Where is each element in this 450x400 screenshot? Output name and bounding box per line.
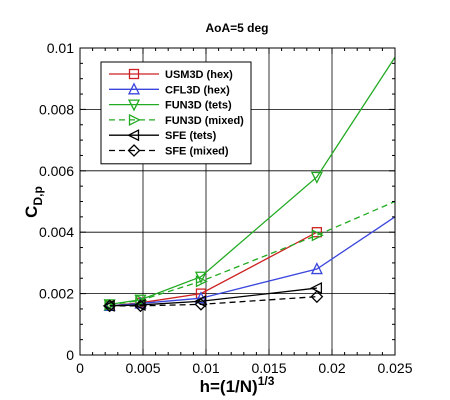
- x-axis-title: h=(1/N)1/3: [200, 374, 275, 396]
- data-point: [310, 262, 323, 275]
- data-point: [309, 282, 323, 295]
- series-line: [109, 296, 317, 307]
- y-axis-title: CD,p: [22, 186, 45, 218]
- legend-marker: [127, 82, 141, 95]
- data-point: [310, 171, 323, 184]
- legend-marker: [128, 113, 141, 126]
- series-5: [103, 290, 324, 313]
- x-axis-title-sup: 1/3: [258, 374, 275, 388]
- legend-marker: [128, 68, 140, 80]
- y-tick-label: 0.006: [39, 163, 74, 179]
- y-tick-label: 0.004: [39, 224, 74, 240]
- legend-label: FUN3D (tets): [165, 100, 232, 112]
- chart-title: AoA=5 deg: [205, 21, 268, 35]
- x-tick-label: 0.005: [125, 360, 160, 376]
- x-tick-label: 0.01: [192, 360, 219, 376]
- legend-label: USM3D (hex): [165, 69, 233, 81]
- legend-entry: USM3D (hex): [109, 68, 233, 81]
- x-tick-label: 0: [76, 360, 84, 376]
- legend-marker: [127, 129, 140, 142]
- data-point: [311, 229, 324, 242]
- data-point: [310, 290, 324, 304]
- y-tick-label: 0: [66, 347, 74, 363]
- legend-entry: FUN3D (tets): [109, 99, 232, 112]
- legend-label: FUN3D (mixed): [165, 115, 244, 127]
- series-line: [109, 200, 396, 306]
- y-axis-title-base: C: [22, 206, 41, 218]
- x-tick-label: 0.02: [318, 360, 345, 376]
- legend-label: CFL3D (hex): [165, 84, 230, 96]
- data-point: [134, 299, 147, 313]
- legend-label: SFE (mixed): [165, 146, 229, 158]
- data-point: [195, 275, 208, 288]
- legend-label: SFE (tets): [165, 130, 217, 142]
- series-3: [104, 200, 396, 312]
- legend-box: [100, 61, 252, 165]
- legend-marker: [127, 99, 141, 112]
- y-tick-label: 0.008: [39, 101, 74, 117]
- x-tick-label: 0.025: [377, 360, 412, 376]
- y-tick-label: 0.01: [47, 40, 74, 56]
- legend-entry: SFE (mixed): [109, 144, 229, 158]
- data-point: [103, 299, 117, 313]
- y-tick-label: 0.002: [39, 286, 74, 302]
- x-tick-label: 0.015: [251, 360, 286, 376]
- data-point: [194, 297, 208, 311]
- legend: USM3D (hex) CFL3D (hex) FUN3D (tets) FUN3D …: [100, 61, 252, 165]
- legend-entry: SFE (tets): [109, 129, 217, 142]
- legend-marker: [127, 144, 141, 157]
- data-point: [135, 294, 148, 307]
- y-axis-title-sub: D,p: [31, 186, 45, 205]
- x-axis-title-base: h=(1/N): [200, 377, 258, 396]
- series-layer: [102, 56, 396, 313]
- legend-entry: CFL3D (hex): [109, 82, 230, 96]
- legend-entry: FUN3D (mixed): [109, 113, 244, 127]
- ticks: 0 0.005 0.01 0.015 0.02 0.025 0 0.002 0.004 0.006…: [39, 40, 413, 376]
